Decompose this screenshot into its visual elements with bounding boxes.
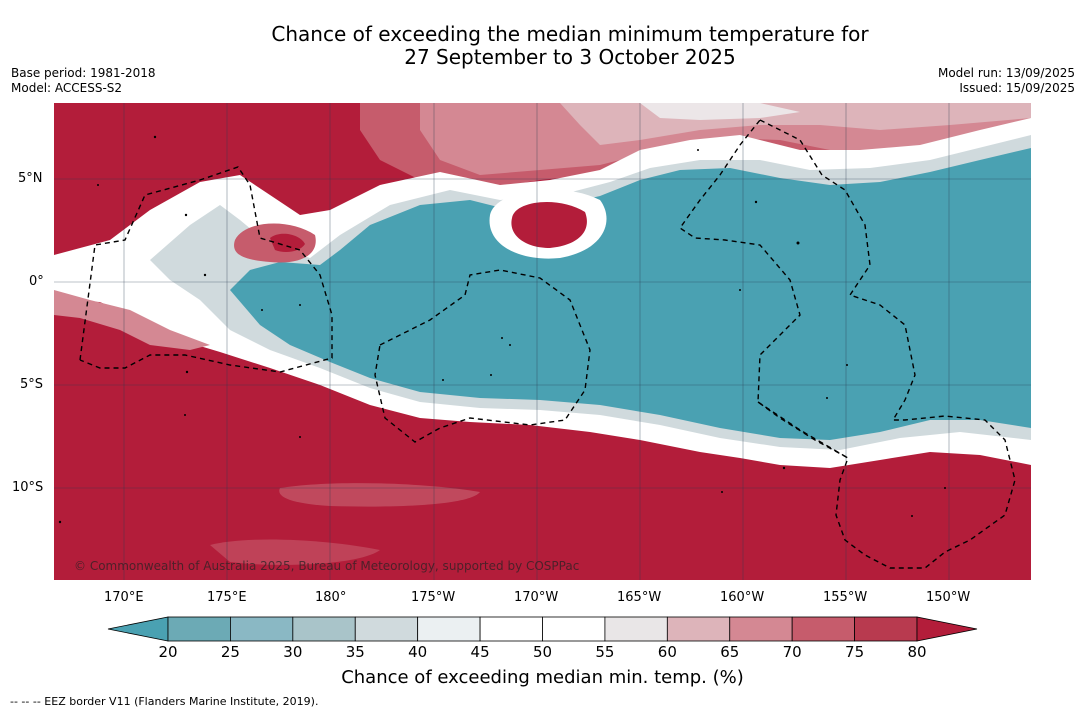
colorbar-tick-label: 55 bbox=[595, 643, 615, 661]
colorbar-tick-label: 30 bbox=[283, 643, 303, 661]
colorbar-tick-label: 65 bbox=[720, 643, 740, 661]
colorbar-extend-high bbox=[916, 616, 978, 642]
colorbar-tick-label: 75 bbox=[845, 643, 865, 661]
lon-label-180: 180° bbox=[315, 590, 347, 605]
colorbar-tick-label: 70 bbox=[782, 643, 802, 661]
colorbar-tick-label: 45 bbox=[470, 643, 490, 661]
colorbar-segment bbox=[230, 616, 294, 642]
lon-label-175e: 175°E bbox=[207, 590, 247, 605]
issued-date: Issued: 15/09/2025 bbox=[959, 81, 1075, 95]
island-dots bbox=[58, 135, 946, 524]
colorbar-segment bbox=[666, 616, 731, 642]
eez-phoenix bbox=[374, 269, 591, 443]
cool-region bbox=[230, 148, 1031, 440]
colorbar-tick-label: 60 bbox=[657, 643, 677, 661]
colorbar-segment bbox=[542, 616, 606, 642]
lon-label-155w: 155°W bbox=[823, 590, 868, 605]
eez-legend-note: -- -- -- EEZ border V11 (Flanders Marine… bbox=[10, 695, 319, 708]
lon-label-160w: 160°W bbox=[720, 590, 765, 605]
model-run: Model run: 13/09/2025 bbox=[937, 66, 1075, 80]
map-title-line1: Chance of exceeding the median minimum t… bbox=[271, 22, 869, 46]
model-name: Model: ACCESS-S2 bbox=[11, 81, 123, 95]
warm-patch-center-inner bbox=[511, 201, 587, 248]
eez-line-islands-north bbox=[679, 119, 1016, 569]
colorbar-tick-label: 20 bbox=[158, 643, 178, 661]
south-streak bbox=[279, 483, 480, 507]
copyright-notice: © Commonwealth of Australia 2025, Bureau… bbox=[74, 559, 579, 573]
south-streak-2 bbox=[210, 539, 380, 565]
lon-label-150w: 150°W bbox=[926, 590, 971, 605]
base-period: Base period: 1981-2018 bbox=[11, 66, 156, 80]
lat-label-0: 0° bbox=[29, 274, 44, 289]
graticule bbox=[54, 103, 1031, 580]
colorbar-segment bbox=[167, 616, 231, 642]
colorbar-tick-label: 80 bbox=[907, 643, 927, 661]
eez-borders bbox=[79, 119, 1016, 569]
colorbar-title: Chance of exceeding median min. temp. (%… bbox=[341, 667, 744, 688]
colorbar-segment bbox=[292, 616, 356, 642]
map-title-line2: 27 September to 3 October 2025 bbox=[404, 45, 736, 69]
colorbar-segment bbox=[854, 616, 918, 642]
lon-label-170e: 170°E bbox=[104, 590, 144, 605]
north-whitish-band bbox=[640, 103, 800, 120]
colorbar-segment bbox=[791, 616, 855, 642]
colorbar-tick-label: 40 bbox=[408, 643, 428, 661]
lon-label-175w: 175°W bbox=[411, 590, 456, 605]
lon-label-170w: 170°W bbox=[514, 590, 559, 605]
lon-label-165w: 165°W bbox=[617, 590, 662, 605]
lat-label-10s: 10°S bbox=[12, 480, 44, 495]
colorbar-tick-label: 50 bbox=[532, 643, 553, 661]
colorbar-segment bbox=[729, 616, 793, 642]
warm-patch-west-inner bbox=[270, 233, 305, 252]
colorbar-segment bbox=[417, 616, 481, 642]
colorbar-tick-label: 25 bbox=[220, 643, 240, 661]
south-pale-band bbox=[54, 290, 210, 350]
colorbar bbox=[107, 616, 978, 642]
lat-label-5n: 5°N bbox=[18, 171, 43, 186]
map-plot-area: © Commonwealth of Australia 2025, Bureau… bbox=[54, 103, 1031, 580]
colorbar-tick-label: 35 bbox=[345, 643, 365, 661]
eez-tuvalu-kiribati-west bbox=[79, 166, 333, 373]
colorbar-extend-low bbox=[107, 616, 169, 642]
lat-label-5s: 5°S bbox=[20, 377, 44, 392]
colorbar-segment bbox=[604, 616, 668, 642]
colorbar-segment bbox=[354, 616, 419, 642]
colorbar-segment bbox=[479, 616, 543, 642]
